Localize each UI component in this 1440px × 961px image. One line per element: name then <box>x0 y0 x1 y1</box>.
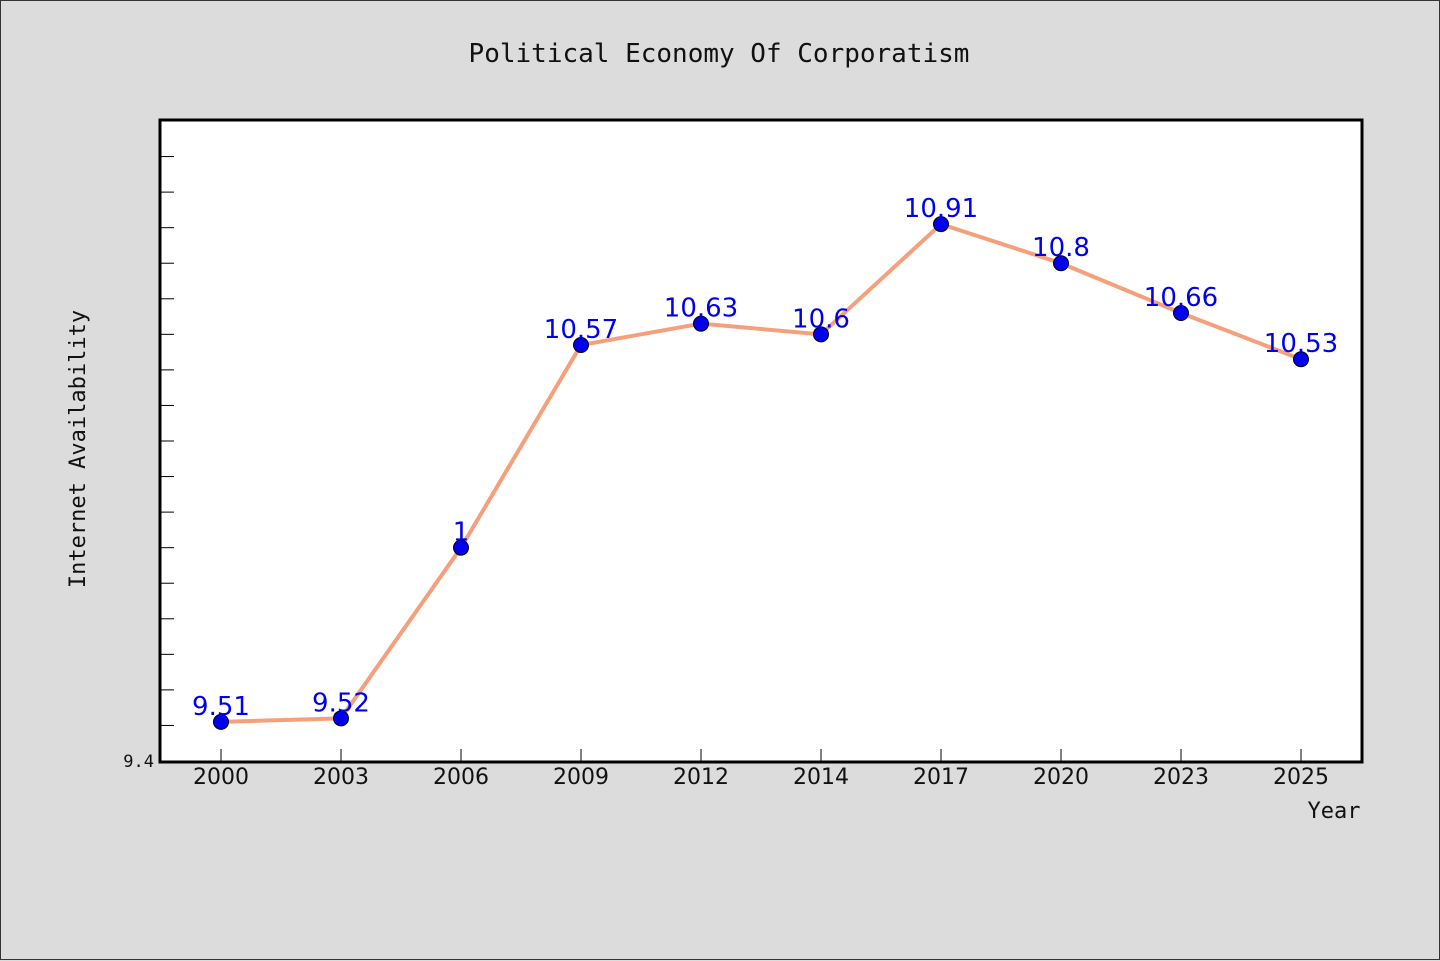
y-axis-label: Internet Availability <box>66 310 91 588</box>
data-point <box>813 326 829 343</box>
x-axis: 2000 2003 2006 2009 2012 2014 2017 2020 2023 2025 <box>193 749 1329 790</box>
x-tick-label: 2023 <box>1153 765 1209 790</box>
x-tick-label: 2017 <box>913 765 969 790</box>
data-point <box>213 713 229 730</box>
x-tick-label: 2006 <box>433 765 489 790</box>
series-group: 9.51 9.52 1 10.57 10.63 10.6 10.91 10.8 10.66 10.… <box>192 194 1338 730</box>
data-label: 10.6 <box>792 304 850 334</box>
plot-area <box>158 118 1364 764</box>
data-label: 1 <box>453 518 470 548</box>
data-label: 10.57 <box>544 315 618 345</box>
x-tick-label: 2014 <box>793 765 849 790</box>
data-point <box>693 315 709 332</box>
data-point <box>1173 305 1189 321</box>
data-label: 10.8 <box>1032 233 1090 263</box>
data-label: 10.53 <box>1264 329 1338 359</box>
data-point <box>1293 351 1309 368</box>
y-axis: 9.4 <box>123 156 174 772</box>
chart-title: Political Economy Of Corporatism <box>469 39 970 69</box>
data-point <box>1053 255 1069 272</box>
x-tick-label: 2025 <box>1273 765 1329 790</box>
data-point <box>573 337 589 353</box>
data-label: 10.66 <box>1144 283 1218 313</box>
x-tick-label: 2012 <box>673 765 729 790</box>
x-tick-label: 2003 <box>313 765 369 790</box>
data-point <box>333 710 349 727</box>
data-label: 9.52 <box>312 688 370 718</box>
y-tick-label: 9.4 <box>123 752 154 772</box>
series-line <box>220 222 1302 724</box>
data-label: 10.91 <box>904 194 978 224</box>
x-axis-label: Year <box>1308 799 1361 824</box>
data-point <box>933 216 949 233</box>
x-tick-label: 2009 <box>553 765 609 790</box>
data-label: 9.51 <box>192 692 250 722</box>
data-label: 10.63 <box>664 294 738 324</box>
data-point <box>453 539 469 556</box>
x-tick-label: 2000 <box>193 765 249 790</box>
x-tick-label: 2020 <box>1033 765 1089 790</box>
